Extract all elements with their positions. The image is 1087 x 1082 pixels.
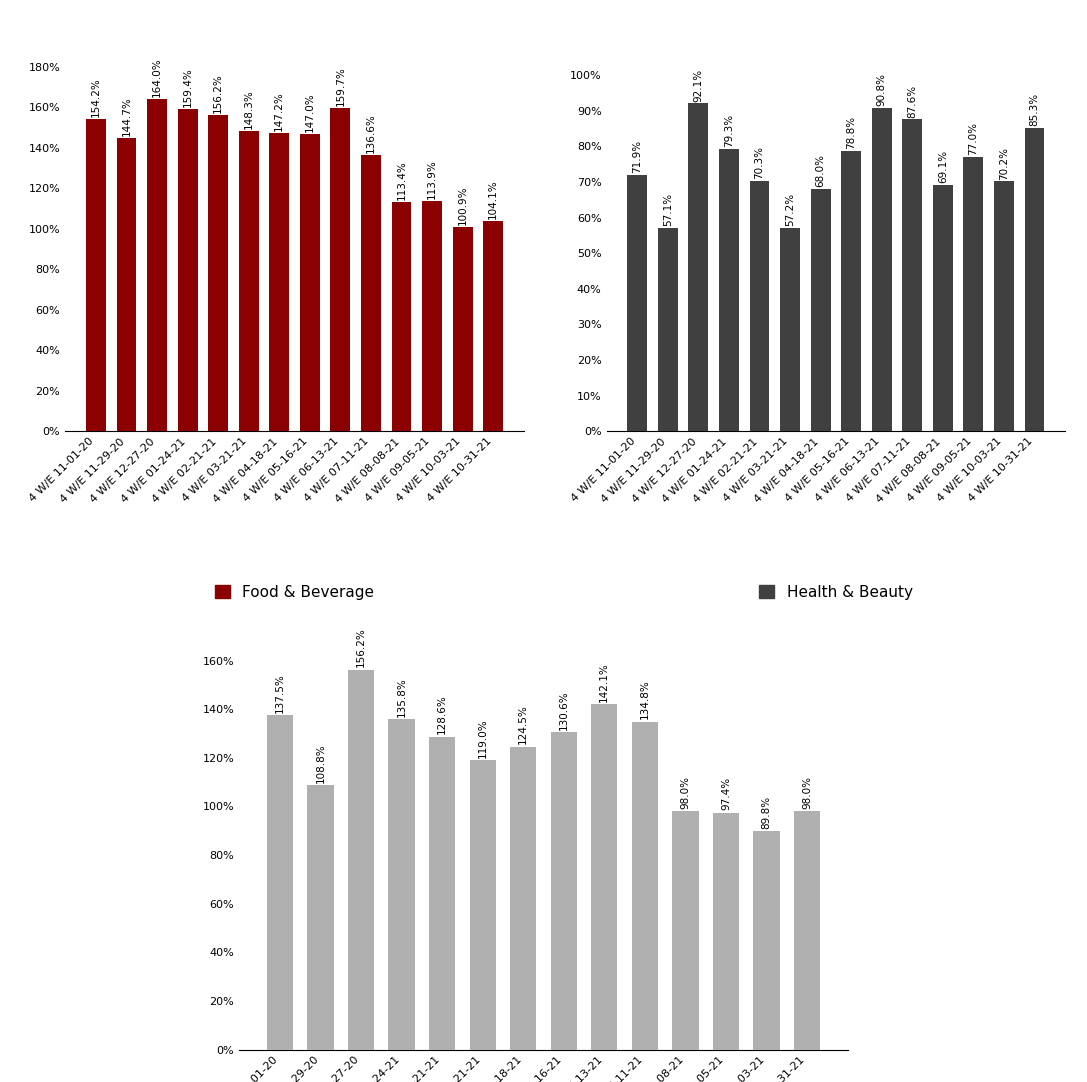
Text: 71.9%: 71.9% — [633, 141, 642, 173]
Text: 57.2%: 57.2% — [785, 193, 795, 226]
Bar — [429, 737, 455, 1050]
Text: 135.8%: 135.8% — [397, 677, 407, 717]
Bar — [178, 108, 198, 432]
Text: 108.8%: 108.8% — [315, 743, 325, 782]
Text: 147.0%: 147.0% — [304, 92, 315, 132]
Legend: Food & Beverage: Food & Beverage — [209, 579, 380, 606]
Bar — [872, 108, 891, 432]
Text: 70.2%: 70.2% — [999, 146, 1009, 180]
Bar — [672, 812, 699, 1050]
Bar — [780, 227, 800, 432]
Bar — [551, 733, 577, 1050]
Text: 68.0%: 68.0% — [815, 155, 826, 187]
Bar — [688, 103, 709, 432]
Text: 69.1%: 69.1% — [938, 150, 948, 184]
Text: 156.2%: 156.2% — [213, 74, 223, 113]
Bar — [750, 181, 770, 432]
Bar — [627, 175, 647, 432]
Text: 144.7%: 144.7% — [122, 96, 132, 136]
Text: 137.5%: 137.5% — [275, 673, 285, 713]
Text: 78.8%: 78.8% — [846, 116, 857, 149]
Bar — [391, 201, 412, 432]
Text: 85.3%: 85.3% — [1029, 93, 1039, 126]
Bar — [116, 138, 137, 432]
Bar — [794, 812, 821, 1050]
Bar — [632, 722, 658, 1050]
Text: 128.6%: 128.6% — [437, 695, 447, 735]
Bar — [510, 747, 536, 1050]
Text: 164.0%: 164.0% — [152, 57, 162, 97]
Text: 98.0%: 98.0% — [680, 776, 690, 809]
Bar — [658, 228, 678, 432]
Bar — [994, 182, 1014, 432]
Bar — [422, 200, 442, 432]
Text: 98.0%: 98.0% — [802, 776, 812, 809]
Text: 159.4%: 159.4% — [183, 67, 192, 106]
Legend: Health & Beauty: Health & Beauty — [753, 579, 919, 606]
Bar — [933, 185, 952, 432]
Bar — [147, 100, 167, 432]
Bar — [348, 670, 374, 1050]
Bar — [330, 108, 350, 432]
Text: 147.2%: 147.2% — [274, 92, 285, 131]
Bar — [388, 720, 415, 1050]
Text: 97.4%: 97.4% — [721, 777, 730, 810]
Bar — [713, 813, 739, 1050]
Text: 159.7%: 159.7% — [336, 66, 346, 106]
Text: 104.1%: 104.1% — [488, 179, 498, 219]
Text: 92.1%: 92.1% — [694, 68, 703, 102]
Bar — [209, 115, 228, 432]
Text: 113.9%: 113.9% — [427, 159, 437, 199]
Bar — [902, 119, 922, 432]
Text: 89.8%: 89.8% — [762, 795, 772, 829]
Bar — [470, 761, 496, 1050]
Text: 113.4%: 113.4% — [397, 160, 407, 200]
Bar — [719, 149, 739, 432]
Text: 130.6%: 130.6% — [559, 690, 569, 729]
Text: 70.3%: 70.3% — [754, 146, 764, 180]
Bar — [484, 221, 503, 432]
Bar — [1025, 128, 1045, 432]
Text: 136.6%: 136.6% — [366, 113, 376, 153]
Bar — [266, 715, 293, 1050]
Bar — [86, 119, 105, 432]
Bar — [300, 134, 320, 432]
Text: 119.0%: 119.0% — [477, 718, 488, 757]
Text: 124.5%: 124.5% — [518, 704, 528, 744]
Bar — [591, 704, 617, 1050]
Text: 148.3%: 148.3% — [243, 90, 253, 129]
Text: 154.2%: 154.2% — [91, 77, 101, 117]
Bar — [841, 150, 861, 432]
Bar — [361, 155, 380, 432]
Bar — [452, 227, 473, 432]
Text: 142.1%: 142.1% — [599, 662, 610, 701]
Text: 156.2%: 156.2% — [357, 628, 366, 668]
Text: 87.6%: 87.6% — [908, 84, 917, 118]
Bar — [753, 831, 779, 1050]
Text: 79.3%: 79.3% — [724, 114, 734, 147]
Text: 100.9%: 100.9% — [458, 185, 467, 225]
Text: 57.1%: 57.1% — [663, 193, 673, 226]
Text: 90.8%: 90.8% — [877, 74, 887, 106]
Text: 77.0%: 77.0% — [969, 122, 978, 156]
Bar — [963, 157, 984, 432]
Bar — [308, 786, 334, 1050]
Bar — [811, 189, 830, 432]
Bar — [239, 131, 259, 432]
Bar — [270, 133, 289, 432]
Text: 134.8%: 134.8% — [640, 679, 650, 720]
